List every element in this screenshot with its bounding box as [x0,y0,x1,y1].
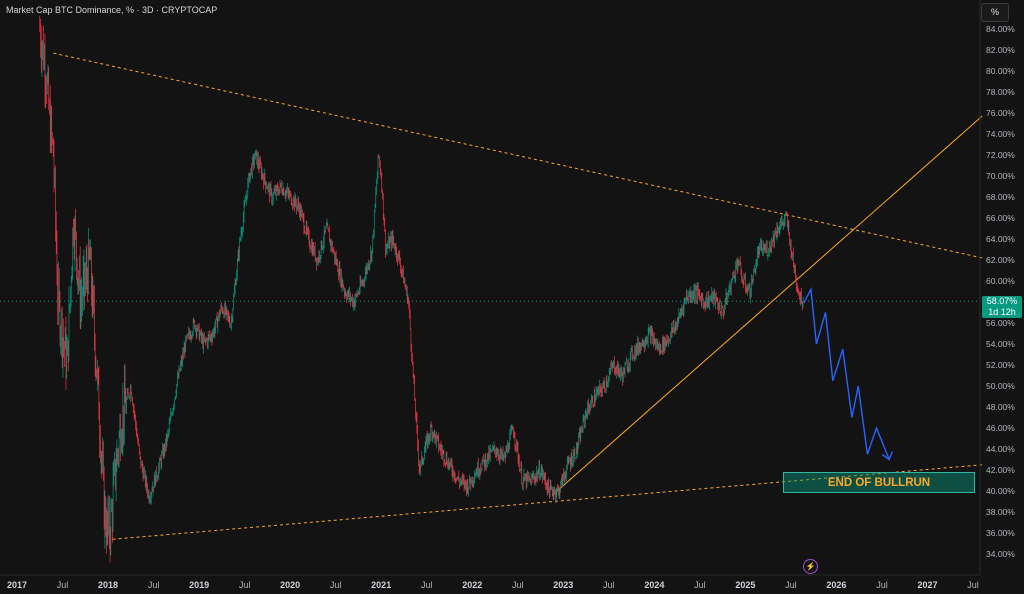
price-axis[interactable]: 84.00% 82.00% 80.00% 78.00% 76.00% 74.00% 72.0… [986,24,1015,559]
time-axis[interactable]: 2017 Jul 2018 Jul 2019 Jul 2020 Jul 2021 Jul 2022 J… [7,580,979,590]
x-tick-label: Jul [330,580,342,590]
y-tick-label: 62.00% [986,255,1015,265]
y-tick-label: 60.00% [986,276,1015,286]
x-tick-label: 2017 [7,580,27,590]
y-tick-label: 56.00% [986,318,1015,328]
x-tick-label: Jul [876,580,888,590]
bar-countdown: 1d 12h [988,307,1016,317]
y-tick-label: 42.00% [986,465,1015,475]
x-tick-label: 2020 [280,580,300,590]
y-tick-label: 68.00% [986,192,1015,202]
x-tick-label: Jul [421,580,433,590]
x-tick-label: Jul [967,580,979,590]
y-tick-label: 34.00% [986,549,1015,559]
x-tick-label: 2018 [98,580,118,590]
x-tick-label: 2021 [371,580,391,590]
x-tick-label: Jul [603,580,615,590]
y-tick-label: 64.00% [986,234,1015,244]
x-tick-label: 2027 [917,580,937,590]
projection-arrowhead [881,451,893,461]
x-tick-label: Jul [148,580,160,590]
y-tick-label: 82.00% [986,45,1015,55]
y-tick-label: 74.00% [986,129,1015,139]
x-tick-label: 2022 [462,580,482,590]
y-tick-label: 54.00% [986,339,1015,349]
y-tick-label: 44.00% [986,444,1015,454]
y-tick-label: 66.00% [986,213,1015,223]
y-tick-label: 48.00% [986,402,1015,412]
x-tick-label: Jul [57,580,69,590]
x-tick-label: Jul [239,580,251,590]
x-tick-label: 2019 [189,580,209,590]
projection-path[interactable] [803,287,890,460]
y-tick-label: 52.00% [986,360,1015,370]
y-tick-label: 84.00% [986,24,1015,34]
y-tick-label: 38.00% [986,507,1015,517]
trendline-support[interactable] [552,115,983,496]
y-tick-label: 76.00% [986,108,1015,118]
unit-button[interactable]: % [981,3,1009,22]
end-of-bullrun-annotation[interactable]: END OF BULLRUN [783,472,975,493]
y-tick-label: 80.00% [986,66,1015,76]
y-tick-label: 36.00% [986,528,1015,538]
y-tick-label: 50.00% [986,381,1015,391]
trendline-upper[interactable] [53,52,983,259]
y-tick-label: 46.00% [986,423,1015,433]
x-tick-label: Jul [694,580,706,590]
y-tick-label: 72.00% [986,150,1015,160]
y-tick-label: 70.00% [986,171,1015,181]
x-tick-label: Jul [512,580,524,590]
lightning-icon[interactable]: ⚡ [803,559,818,574]
current-price-value: 58.07% [986,296,1018,306]
x-tick-label: 2024 [644,580,664,590]
x-tick-label: 2025 [735,580,755,590]
x-tick-label: 2026 [826,580,846,590]
x-tick-label: Jul [785,580,797,590]
y-tick-label: 40.00% [986,486,1015,496]
symbol-title: Market Cap BTC Dominance, % · 3D · CRYPT… [6,5,218,15]
y-tick-label: 78.00% [986,87,1015,97]
trendline-lower[interactable] [112,464,983,540]
current-price-tag: 58.07% 1d 12h [982,296,1022,318]
x-tick-label: 2023 [553,580,573,590]
